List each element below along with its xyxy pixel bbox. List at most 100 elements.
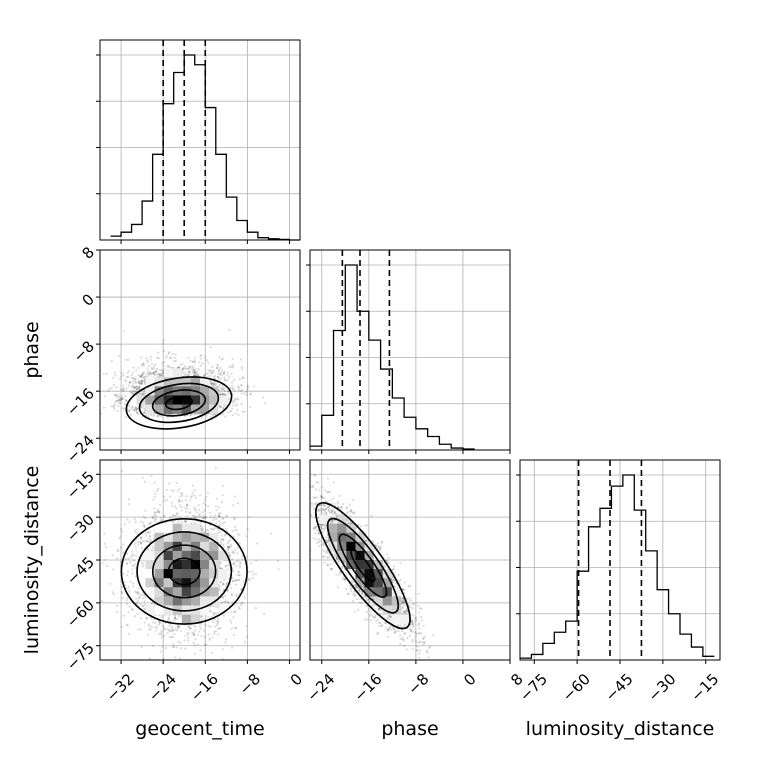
sample-point — [248, 578, 251, 581]
sample-point — [245, 535, 248, 538]
sample-point — [222, 392, 225, 395]
sample-point — [156, 511, 159, 514]
sample-point — [124, 416, 128, 419]
sample-point — [143, 525, 146, 528]
sample-point — [226, 545, 229, 548]
sample-point — [128, 605, 131, 608]
density-cell — [209, 395, 219, 405]
sample-point — [141, 565, 144, 568]
sample-point — [199, 364, 202, 367]
sample-point — [200, 529, 203, 533]
sample-point — [225, 565, 228, 568]
sample-point — [205, 528, 209, 532]
sample-point — [225, 514, 229, 517]
sample-point — [230, 365, 233, 368]
sample-point — [231, 364, 234, 367]
sample-point — [203, 356, 206, 359]
sample-point — [143, 382, 146, 385]
sample-point — [138, 382, 141, 385]
sample-point — [276, 559, 280, 562]
sample-point — [230, 593, 234, 597]
density-cell — [154, 395, 164, 405]
sample-point — [142, 515, 145, 519]
sample-point — [214, 630, 218, 633]
sample-point — [132, 382, 135, 385]
sample-point — [193, 369, 196, 372]
sample-point — [141, 393, 144, 396]
sample-point — [189, 359, 192, 362]
sample-point — [240, 384, 243, 387]
sample-point — [264, 402, 267, 405]
sample-point — [114, 400, 117, 403]
sample-point — [126, 410, 130, 413]
sample-point — [178, 500, 181, 503]
sample-point — [204, 516, 207, 519]
sample-point — [144, 480, 147, 483]
sample-point — [138, 382, 141, 385]
sample-point — [140, 393, 143, 396]
sample-point — [242, 376, 245, 379]
sample-point — [217, 372, 220, 375]
hist-bin — [322, 415, 334, 450]
sample-point — [227, 546, 230, 549]
sample-point — [218, 515, 221, 518]
sample-point — [141, 379, 144, 382]
sample-point — [105, 372, 108, 375]
sample-point — [218, 367, 222, 370]
sample-point — [224, 393, 227, 396]
sample-point — [125, 400, 128, 403]
sample-point — [207, 529, 210, 532]
sample-point — [161, 374, 164, 377]
sample-point — [169, 515, 172, 519]
sample-point — [221, 522, 224, 525]
sample-point — [120, 625, 123, 629]
sample-point — [153, 365, 156, 368]
sample-point — [182, 368, 185, 371]
hist-bin — [611, 486, 622, 660]
sample-point — [167, 351, 171, 354]
sample-point — [204, 618, 207, 621]
sample-point — [140, 380, 143, 383]
sample-point — [107, 389, 110, 392]
sample-point — [217, 506, 221, 509]
sample-point — [124, 584, 127, 587]
sample-point — [209, 610, 212, 613]
sample-point — [211, 383, 214, 386]
sample-point — [200, 525, 203, 528]
sample-point — [134, 378, 137, 381]
sample-point — [170, 635, 173, 639]
sample-point — [227, 601, 230, 605]
sample-point — [160, 615, 163, 619]
sample-point — [167, 352, 170, 355]
sample-point — [148, 657, 151, 660]
sample-point — [240, 383, 243, 386]
sample-point — [137, 380, 141, 383]
sample-point — [188, 370, 191, 373]
sample-point — [189, 413, 192, 416]
sample-point — [157, 351, 160, 354]
density-cell — [172, 368, 183, 378]
sample-point — [244, 641, 247, 644]
sample-point — [136, 387, 139, 391]
sample-point — [205, 372, 208, 375]
sample-point — [123, 378, 126, 381]
sample-point — [132, 409, 136, 412]
sample-point — [219, 531, 222, 534]
sample-point — [166, 365, 170, 368]
sample-point — [233, 526, 236, 529]
sample-point — [138, 374, 142, 377]
sample-point — [166, 632, 169, 635]
hist-bin — [357, 311, 369, 450]
gridlines — [100, 249, 300, 450]
hist-bin — [404, 417, 416, 450]
sample-point — [133, 518, 136, 521]
sample-point — [193, 371, 196, 374]
sample-point — [132, 559, 136, 562]
sample-point — [221, 648, 224, 651]
sample-point — [194, 516, 197, 519]
sample-point — [223, 386, 226, 389]
sample-point — [225, 582, 229, 585]
sample-point — [134, 531, 138, 534]
sample-point — [171, 520, 174, 524]
sample-point — [233, 436, 235, 438]
